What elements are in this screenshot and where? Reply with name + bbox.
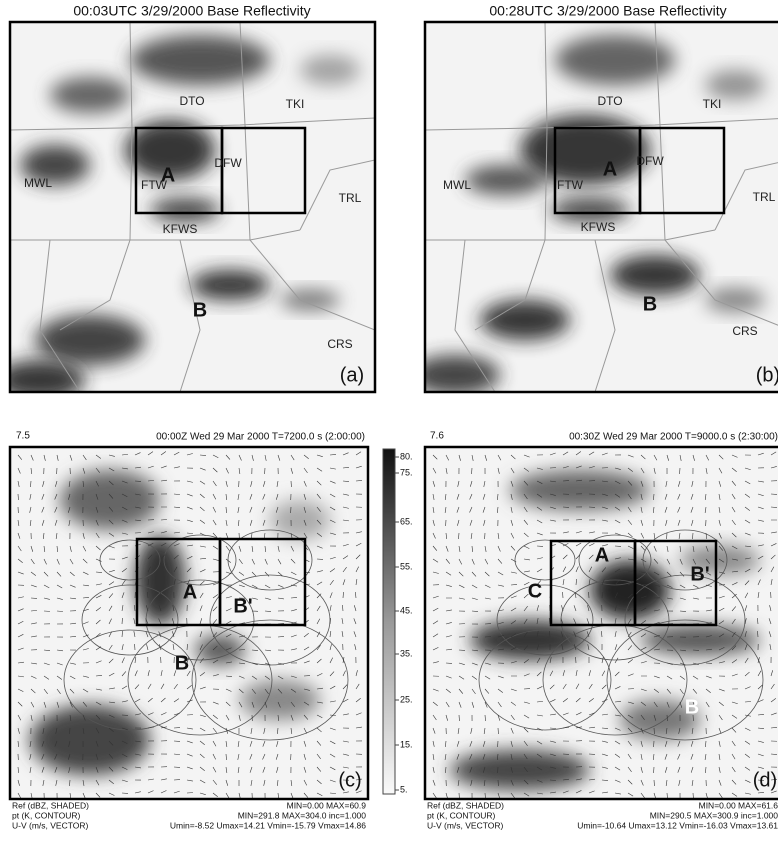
feature-label: B	[685, 696, 699, 718]
station: CRS	[327, 337, 352, 351]
station: DFW	[214, 156, 242, 170]
colorbar-tick-label: 15.	[400, 739, 413, 749]
station: MWL	[24, 176, 52, 190]
station: CRS	[732, 324, 757, 338]
feature-label: A	[161, 164, 175, 186]
echo	[705, 70, 765, 100]
station: MWL	[443, 178, 471, 192]
station: KFWS	[581, 220, 616, 234]
footer-text: MIN=290.5 MAX=300.9 inc=1.000	[650, 810, 778, 820]
reflectivity	[135, 535, 185, 625]
echo	[465, 165, 545, 195]
station: FTW	[557, 178, 584, 192]
echo	[35, 315, 145, 365]
panel-label: (c)	[338, 769, 361, 791]
echo	[130, 35, 270, 85]
echo	[550, 198, 630, 222]
colorbar-tick-label: 45.	[400, 605, 413, 615]
footer-text: pt (K, CONTOUR)	[427, 810, 495, 820]
panel-title: 00:03UTC 3/29/2000 Base Reflectivity	[73, 3, 310, 19]
panel-label: (d)	[753, 769, 777, 791]
station: TKI	[703, 97, 722, 111]
feature-label: A	[603, 158, 617, 180]
feature-label: B	[193, 299, 207, 321]
colorbar-tick-label: 25.	[400, 694, 413, 704]
echo	[190, 270, 270, 300]
echo	[50, 77, 130, 113]
footer-text: Umin=-8.52 Umax=14.21 Vmin=-15.79 Vmax=1…	[170, 820, 366, 830]
footer-text: pt (K, CONTOUR)	[12, 810, 80, 820]
echo	[480, 300, 570, 340]
panel-label: (b)	[756, 364, 778, 386]
colorbar-ticks: 80. 75. 65. 55. 45. 35. 25. 15. 5.	[395, 451, 413, 794]
colorbar-tick-label: 55.	[400, 561, 413, 571]
vector-scale: 7.6	[430, 431, 444, 442]
station: TRL	[753, 190, 776, 204]
panel-title: 00:28UTC 3/29/2000 Base Reflectivity	[489, 3, 726, 19]
reflectivity	[240, 680, 320, 720]
footer-text: U-V (m/s, VECTOR)	[427, 820, 504, 830]
colorbar-tick-label: 35.	[400, 648, 413, 658]
footer-text: U-V (m/s, VECTOR)	[12, 820, 89, 830]
colorbar-tick-label: 65.	[400, 516, 413, 526]
colorbar-tick-label: 80.	[400, 451, 413, 461]
echo	[610, 255, 700, 295]
reflectivity	[270, 500, 330, 540]
panel-title: 00:30Z Wed 29 Mar 2000 T=9000.0 s (2:30:…	[569, 432, 778, 443]
reflectivity	[510, 470, 650, 510]
echo	[150, 198, 220, 222]
feature-label: C	[528, 580, 542, 602]
panel-label: (a)	[340, 364, 364, 386]
vector-scale: 7.5	[16, 431, 30, 442]
footer-text: Ref (dBZ, SHADED)	[427, 800, 504, 810]
feature-label: B	[175, 652, 189, 674]
feature-label: B'	[233, 595, 252, 617]
station: KFWS	[163, 222, 198, 236]
footer-text: MIN=291.8 MAX=304.0 inc=1.000	[238, 810, 367, 820]
station: TRL	[339, 191, 362, 205]
station: DTO	[179, 94, 204, 108]
panel-title: 00:00Z Wed 29 Mar 2000 T=7200.0 s (2:00:…	[156, 432, 365, 443]
model-field	[10, 447, 368, 799]
colorbar	[383, 449, 395, 794]
reflectivity	[30, 705, 150, 775]
model-field	[425, 447, 778, 799]
echo	[410, 355, 500, 395]
footer-text: Ref (dBZ, SHADED)	[12, 800, 89, 810]
echo	[300, 55, 360, 85]
feature-label: B'	[690, 563, 709, 585]
feature-label: B	[643, 293, 657, 315]
footer-text: MIN=0.00 MAX=60.9	[287, 800, 367, 810]
station: DTO	[597, 94, 622, 108]
colorbar-tick-label: 75.	[400, 467, 413, 477]
echo	[280, 290, 340, 310]
colorbar-tick-label: 5.	[400, 784, 408, 794]
footer-text: Umin=-10.64 Umax=13.12 Vmin=-16.03 Vmax=…	[577, 820, 778, 830]
station: DFW	[636, 154, 664, 168]
figure: 00:03UTC 3/29/2000 Base Reflectivity DTO…	[0, 0, 778, 837]
feature-label: A	[183, 581, 197, 603]
footer-text: MIN=0.00 MAX=61.6	[699, 800, 778, 810]
feature-label: A	[595, 544, 609, 566]
reflectivity	[640, 625, 760, 655]
radar-image	[0, 22, 375, 400]
station: TKI	[286, 97, 305, 111]
